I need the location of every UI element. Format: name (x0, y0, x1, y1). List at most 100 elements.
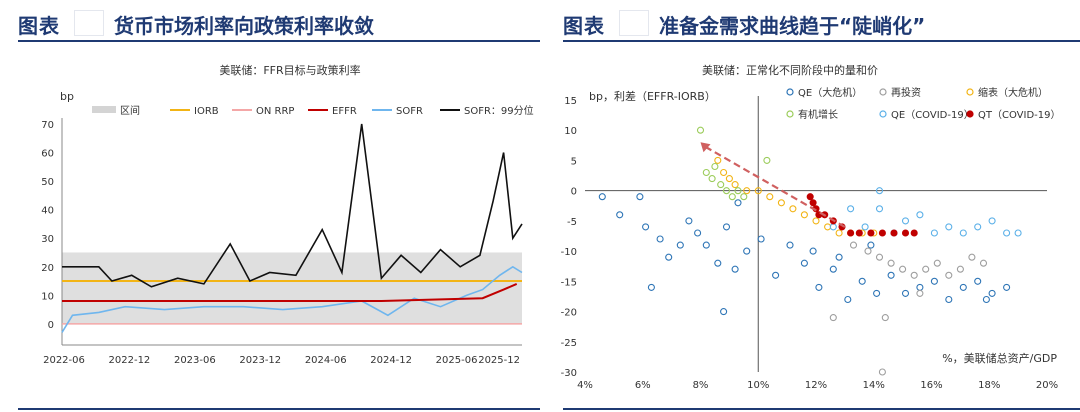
scatter-point (974, 277, 982, 285)
scatter-point (772, 271, 780, 279)
scatter-point (809, 247, 817, 255)
y-tick-label: 0 (571, 187, 577, 198)
x-tick-label: 2025-06 (436, 355, 478, 366)
scatter-point (988, 217, 996, 225)
legend-marker (786, 88, 794, 96)
scatter-point (835, 253, 843, 261)
scatter-point (757, 235, 765, 243)
scatter-point (717, 181, 725, 189)
y-tick-label: 20 (41, 263, 54, 274)
scatter-point (740, 193, 748, 201)
right-header: 图表 准备金需求曲线趋于“陡峭化” (563, 6, 1080, 42)
scatter-point (979, 259, 988, 267)
x-tick-label: 8% (693, 380, 709, 391)
scatter-point (743, 187, 751, 195)
scatter-point (959, 229, 967, 237)
scatter-point (847, 229, 855, 237)
legend-label: QT（COVID-19） (978, 109, 1060, 121)
scatter-chart: 美联储：正常化不同阶段中的量和价 bp，利差（EFFR-IORB） %，美联储总… (561, 63, 1061, 391)
x-tick-label: 18% (978, 380, 1000, 391)
scatter-point (642, 223, 650, 231)
scatter-point (887, 271, 895, 279)
scatter-point (1003, 283, 1011, 291)
scatter-point (800, 211, 808, 219)
scatter-point (899, 265, 907, 273)
header-rule (18, 40, 540, 42)
footer-rule (563, 408, 1080, 410)
range-band (62, 252, 522, 324)
legend-label: EFFR (332, 106, 357, 117)
scatter-point (731, 265, 739, 273)
y-tick-label: 10 (41, 291, 54, 302)
figure-number-box (74, 10, 104, 36)
legend-marker (879, 110, 887, 118)
scatter-point (835, 229, 843, 237)
series-sofr-99 (62, 123, 523, 288)
x-tick-label: 10% (747, 380, 769, 391)
y-tick-label: -10 (561, 247, 577, 258)
legend-swatch-range (92, 106, 116, 113)
trend-arrow-line (703, 145, 846, 228)
scatter-point (734, 199, 742, 207)
scatter-point (720, 308, 728, 316)
scatter-point (702, 241, 710, 249)
x-tick-label: 6% (635, 380, 651, 391)
scatter-point (708, 175, 716, 183)
scatter-point (968, 253, 976, 261)
scatter-point (702, 168, 710, 177)
scatter-point (910, 229, 918, 237)
scatter-point (728, 193, 736, 201)
figure-tag: 图表 (563, 14, 605, 38)
scatter-point (873, 289, 881, 297)
x-tick-label: 2024-06 (305, 355, 347, 366)
scatter-point (1014, 229, 1022, 237)
series-effr (62, 282, 518, 302)
legend-label: 缩表（大危机） (978, 86, 1048, 99)
y-tick-label: 40 (41, 206, 54, 217)
scatter-point (875, 187, 884, 195)
scatter-point (945, 295, 953, 304)
y-tick-label: -30 (561, 368, 577, 379)
scatter-point (878, 368, 886, 376)
scatter-point (763, 156, 771, 164)
legend-label: SOFR (396, 106, 423, 117)
scatter-point (616, 211, 624, 219)
scatter-point (694, 229, 702, 237)
y-axis-label: bp，利差（EFFR-IORB） (589, 89, 716, 103)
scatter-point (777, 199, 785, 207)
scatter-point (916, 289, 924, 297)
legend-label: 再投资 (891, 86, 921, 99)
scatter-point (720, 168, 728, 177)
scatter-point (945, 223, 953, 231)
scatter-point (656, 235, 664, 243)
scatter-point (922, 265, 930, 273)
scatter-point (959, 283, 967, 291)
scatter-point (887, 259, 895, 267)
x-tick-label: 2022-12 (109, 355, 151, 366)
scatter-point (696, 126, 705, 134)
scatter-point (847, 205, 855, 213)
scatter-point (890, 229, 898, 237)
scatter-point (910, 271, 918, 279)
scatter-point (855, 229, 863, 237)
scatter-point (812, 217, 820, 225)
legend-marker (966, 110, 974, 118)
scatter-point (743, 247, 751, 255)
scatter-point (711, 162, 719, 171)
x-tick-label: 16% (920, 380, 942, 391)
scatter-point (858, 277, 866, 285)
scatter-point (598, 193, 606, 201)
y-tick-label: 5 (571, 156, 577, 167)
scatter-point (714, 156, 722, 164)
scatter-point (956, 265, 964, 273)
scatter-point (800, 259, 808, 267)
scatter-point (861, 223, 869, 231)
scatter-point (789, 205, 797, 213)
scatter-point (676, 241, 684, 249)
y-tick-label: 60 (41, 149, 54, 160)
line-chart: 美联储：FFR目标与政策利率 bp 区间 IORB ON RRP EFFR SOFR SO… (41, 63, 533, 366)
scatter-point (665, 253, 673, 261)
scatter-point (930, 229, 938, 237)
scatter-point (875, 253, 884, 261)
figure-tag: 图表 (18, 14, 60, 38)
